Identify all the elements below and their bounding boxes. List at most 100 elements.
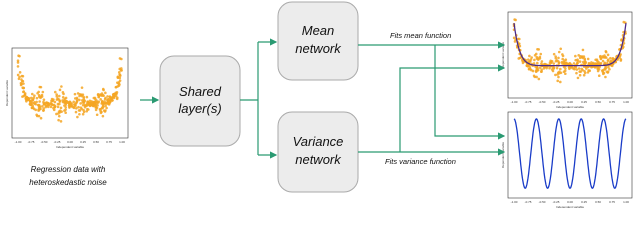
scatter-point bbox=[559, 47, 563, 51]
scatter-point bbox=[588, 69, 592, 73]
scatter-point bbox=[609, 60, 612, 64]
x-tick-label: -0.25 bbox=[54, 140, 61, 144]
scatter-point bbox=[118, 67, 122, 71]
variance-output-label: Fits variance function bbox=[385, 157, 456, 166]
scatter-point bbox=[597, 74, 601, 77]
scatter-point bbox=[101, 103, 105, 106]
scatter-point bbox=[73, 92, 77, 96]
scatter-point bbox=[53, 100, 57, 104]
scatter-point bbox=[604, 49, 608, 53]
scatter-point bbox=[601, 59, 605, 63]
scatter-point bbox=[104, 104, 107, 108]
scatter-point bbox=[552, 52, 556, 56]
scatter-point bbox=[574, 54, 577, 58]
scatter-point bbox=[554, 73, 557, 77]
scatter-point bbox=[57, 94, 61, 98]
scatter-point bbox=[532, 62, 536, 65]
mean-plot: -1.00 -0.75 -0.50 -0.25 0.00 0.25 0.50 0.75 1.00… bbox=[501, 11, 633, 109]
scatter-point bbox=[35, 113, 38, 117]
scatter-point bbox=[561, 53, 564, 56]
scatter-point bbox=[104, 91, 107, 95]
scatter-point bbox=[118, 76, 122, 80]
fit-curve bbox=[513, 23, 627, 67]
scatter-point bbox=[59, 120, 63, 123]
scatter-point bbox=[61, 96, 65, 99]
scatter-point bbox=[564, 72, 567, 76]
scatter-point bbox=[83, 104, 87, 107]
scatter-point bbox=[551, 69, 555, 73]
scatter-point bbox=[21, 74, 25, 78]
scatter-point bbox=[90, 103, 93, 106]
scatter-point bbox=[21, 95, 24, 98]
scatter-point bbox=[535, 61, 539, 65]
x-tick-label: 0.75 bbox=[609, 200, 615, 204]
scatter-point bbox=[78, 98, 81, 102]
x-axis-label: Independent variable bbox=[56, 145, 84, 149]
scatter-point bbox=[53, 90, 57, 94]
scatter-point bbox=[86, 100, 90, 104]
scatter-point bbox=[577, 67, 581, 70]
scatter-point bbox=[97, 95, 100, 99]
scatter-point bbox=[518, 37, 521, 41]
mean-label: network bbox=[295, 41, 342, 56]
scatter-point bbox=[55, 95, 59, 98]
y-axis-label: Dependent variable bbox=[501, 42, 505, 68]
scatter-point bbox=[41, 90, 45, 94]
scatter-point bbox=[60, 110, 63, 113]
scatter-point bbox=[540, 60, 544, 63]
scatter-point bbox=[619, 59, 623, 62]
scatter-point bbox=[46, 105, 50, 109]
scatter-point bbox=[518, 44, 522, 48]
scatter-point bbox=[30, 92, 34, 96]
x-tick-label: -0.50 bbox=[539, 200, 546, 204]
x-tick-label: 1.00 bbox=[119, 140, 125, 144]
scatter-point bbox=[576, 59, 580, 63]
scatter-point bbox=[105, 106, 108, 110]
scatter-point bbox=[104, 96, 107, 100]
scatter-point bbox=[598, 55, 602, 59]
scatter-point bbox=[39, 95, 43, 98]
x-tick-label: -0.75 bbox=[525, 200, 532, 204]
scatter-point bbox=[109, 97, 113, 101]
scatter-point bbox=[37, 90, 40, 94]
scatter-point bbox=[63, 97, 67, 101]
x-tick-label: -0.75 bbox=[525, 100, 532, 104]
scatter-point bbox=[586, 57, 590, 61]
x-axis-label: Independent variable bbox=[556, 105, 584, 109]
scatter-point bbox=[39, 85, 43, 89]
scatter-point bbox=[609, 56, 612, 60]
scatter-point bbox=[85, 103, 89, 107]
scatter-point bbox=[99, 111, 103, 115]
scatter-point bbox=[559, 67, 562, 71]
mean-box bbox=[277, 1, 359, 81]
scatter-point bbox=[540, 68, 543, 72]
arrow bbox=[434, 45, 506, 140]
scatter-point bbox=[548, 66, 551, 70]
x-axis-label: Independent variable bbox=[556, 205, 584, 208]
scatter-point bbox=[117, 71, 121, 74]
scatter-point bbox=[42, 107, 45, 110]
scatter-point bbox=[23, 92, 27, 95]
scatter-point bbox=[513, 40, 517, 43]
scatter-point bbox=[608, 68, 611, 71]
scatter-point bbox=[606, 58, 610, 61]
fit-curve bbox=[513, 118, 627, 189]
scatter-point bbox=[562, 62, 566, 66]
scatter-point bbox=[68, 105, 71, 109]
scatter-point bbox=[83, 99, 86, 103]
scatter-point bbox=[512, 36, 516, 40]
scatter-point bbox=[78, 109, 82, 112]
scatter-point bbox=[18, 71, 22, 74]
scatter-point bbox=[115, 97, 119, 101]
scatter-point bbox=[51, 99, 54, 103]
shared-label: layer(s) bbox=[178, 101, 221, 116]
scatter-point bbox=[557, 75, 560, 79]
scatter-point bbox=[56, 97, 60, 101]
scatter-point bbox=[568, 66, 571, 70]
scatter-point bbox=[42, 98, 46, 102]
scatter-point bbox=[580, 55, 584, 58]
scatter-point bbox=[75, 98, 79, 101]
scatter-point bbox=[528, 54, 531, 58]
scatter-point bbox=[22, 90, 25, 94]
scatter-point bbox=[58, 100, 62, 103]
